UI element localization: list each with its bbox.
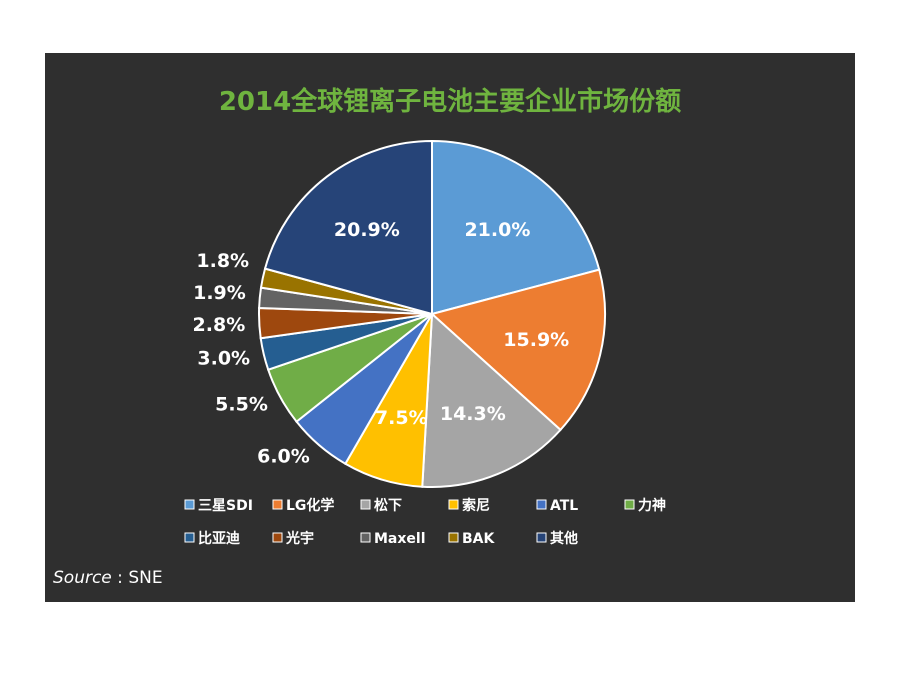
legend-label: 索尼 (462, 497, 490, 514)
legend-swatch (448, 499, 459, 510)
legend-label: LG化学 (286, 497, 334, 514)
slice-value-label: 2.8% (193, 314, 246, 336)
source-note: Source : SNE (53, 568, 163, 588)
legend-label: 光宇 (285, 530, 314, 547)
slice-value-label: 15.9% (503, 329, 569, 351)
slice-value-label: 1.9% (193, 282, 246, 304)
legend-item: 力神 (624, 497, 666, 514)
legend-label: 比亚迪 (198, 530, 240, 547)
legend-label: 三星SDI (198, 498, 253, 514)
legend-item: 松下 (360, 497, 402, 514)
legend-label: Maxell (374, 531, 426, 547)
source-label: Source (53, 568, 112, 588)
legend-swatch (536, 499, 547, 510)
legend-swatch (448, 532, 459, 543)
pie-labels: 21.0% 15.9% 14.3% 7.5% 6.0% 5.5% 3.0% 2.8% 1.9% 1… (193, 219, 570, 468)
pie-slice (429, 268, 606, 432)
legend-swatch (184, 499, 195, 510)
legend-label: ATL (550, 498, 578, 514)
slice-value-label: 5.5% (215, 394, 268, 416)
slice-value-label: 1.8% (196, 250, 249, 272)
pie-chart: 2014全球锂离子电池主要企业市场份额 21.0% 15.9% 14.3% 7.5% 6… (53, 86, 681, 588)
legend-swatch (272, 499, 283, 510)
legend-item: LG化学 (272, 497, 334, 514)
chart-panel: 2014全球锂离子电池主要企业市场份额 21.0% 15.9% 14.3% 7.5% 6… (45, 53, 855, 602)
chart-title: 2014全球锂离子电池主要企业市场份额 (219, 86, 681, 117)
legend-swatch (360, 499, 371, 510)
legend-item: 三星SDI (184, 498, 253, 514)
slice-value-label: 7.5% (375, 407, 428, 429)
pie-slice (431, 139, 601, 316)
legend-label: BAK (462, 531, 496, 547)
legend-item: 其他 (536, 530, 578, 547)
legend-item: 索尼 (448, 497, 490, 514)
slice-value-label: 6.0% (257, 446, 310, 468)
legend-item: Maxell (360, 531, 426, 547)
slice-value-label: 14.3% (440, 403, 506, 425)
pie-slices (258, 139, 606, 488)
legend-label: 松下 (374, 497, 402, 514)
legend-swatch (184, 532, 195, 543)
legend-item: BAK (448, 531, 496, 547)
legend-swatch (272, 532, 283, 543)
slice-value-label: 20.9% (334, 219, 400, 241)
pie-slice (421, 311, 562, 488)
legend-label: 力神 (638, 497, 666, 514)
source-value: SNE (128, 568, 162, 588)
slice-value-label: 21.0% (464, 219, 530, 241)
legend-swatch (360, 532, 371, 543)
legend-item: 光宇 (272, 530, 314, 547)
legend-item: ATL (536, 498, 578, 514)
pie-slice (263, 139, 433, 316)
legend-swatch (536, 532, 547, 543)
legend-item: 比亚迪 (184, 530, 240, 547)
legend-swatch (624, 499, 635, 510)
slice-value-label: 3.0% (197, 347, 250, 369)
source-separator: : (112, 568, 129, 588)
legend-label: 其他 (550, 530, 578, 547)
